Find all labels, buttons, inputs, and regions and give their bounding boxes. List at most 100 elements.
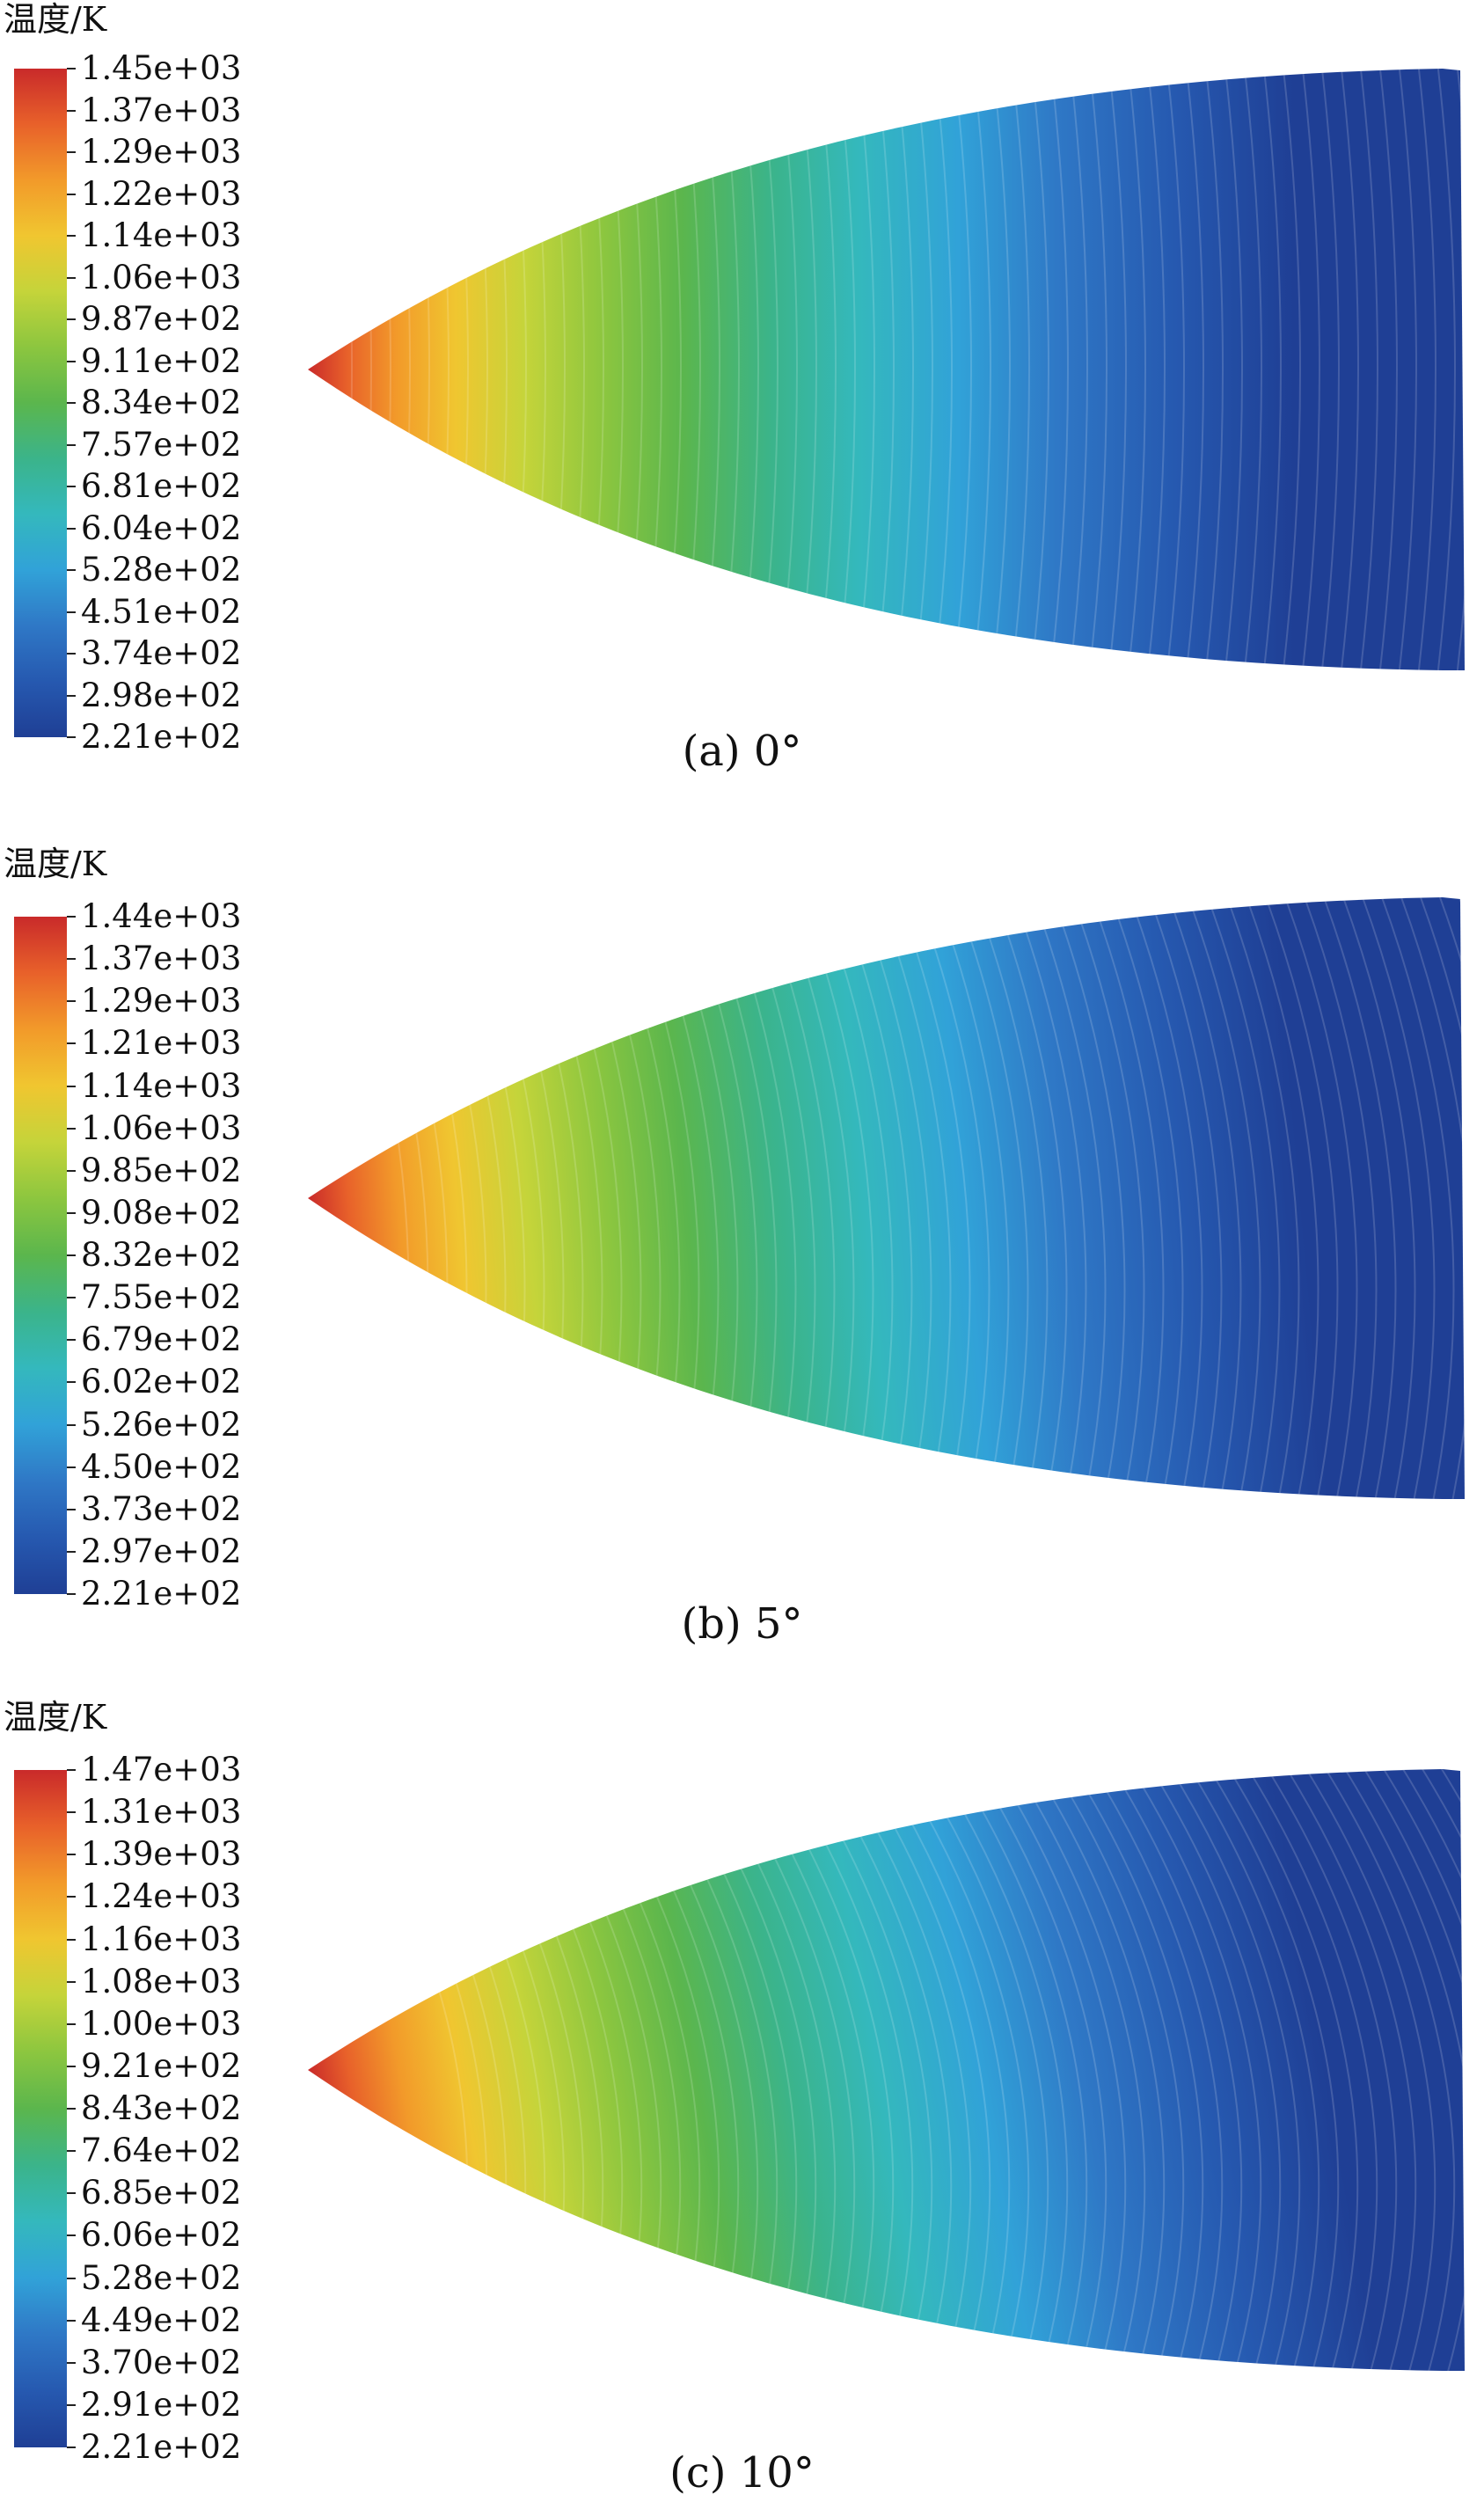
colorbar (14, 917, 67, 1594)
colorbar-tick-label: 1.14e+03 (81, 1066, 242, 1105)
colorbar-tick (67, 1896, 76, 1898)
colorbar-tick-label: 1.14e+03 (81, 216, 242, 254)
colorbar-tick-label: 1.24e+03 (81, 1877, 242, 1916)
ogive-body (308, 69, 1465, 670)
colorbar-tick (67, 2108, 76, 2110)
colorbar-tick (67, 1769, 76, 1771)
colorbar-tick-label: 9.87e+02 (81, 300, 242, 338)
colorbar-tick-label: 6.04e+02 (81, 508, 242, 547)
colorbar (14, 69, 67, 737)
legend-title: 温度/K (4, 0, 107, 39)
colorbar-tick-label: 1.39e+03 (81, 1835, 242, 1874)
colorbar-tick (67, 1211, 76, 1214)
colorbar-tick-label: 7.64e+02 (81, 2132, 242, 2170)
colorbar-tick-label: 1.06e+03 (81, 1108, 242, 1147)
colorbar (14, 1770, 67, 2447)
panel-b: 温度/K (b) 5° 1.44e+03 1.37e+03 1.29e+03 1.21… (0, 845, 1484, 1689)
colorbar-tick-label: 7.57e+02 (81, 425, 242, 464)
colorbar-tick-label: 1.16e+03 (81, 1920, 242, 1958)
colorbar-tick-label: 6.79e+02 (81, 1320, 242, 1359)
ogive-body (308, 897, 1465, 1499)
colorbar-tick (67, 1127, 76, 1130)
colorbar-tick-label: 1.31e+03 (81, 1793, 242, 1832)
colorbar-tick-label: 2.97e+02 (81, 1532, 242, 1570)
colorbar-tick-label: 1.00e+03 (81, 2004, 242, 2043)
colorbar-tick (67, 109, 76, 112)
colorbar-tick-label: 7.55e+02 (81, 1278, 242, 1317)
colorbar-tick (67, 2361, 76, 2364)
colorbar-tick (67, 1000, 76, 1003)
colorbar-tick (67, 1938, 76, 1941)
colorbar-tick (67, 653, 76, 655)
colorbar-tick-label: 4.49e+02 (81, 2300, 242, 2339)
panel-a: 温度/K (a) 0° 1.45e+03 1.37e+03 1.29e+03 1.22… (0, 0, 1484, 774)
colorbar-tick (67, 916, 76, 918)
colorbar-tick (67, 193, 76, 195)
colorbar-tick-label: 1.37e+03 (81, 91, 242, 129)
colorbar-tick-label: 6.06e+02 (81, 2216, 242, 2255)
colorbar-tick-label: 6.81e+02 (81, 467, 242, 505)
colorbar-tick-label: 6.85e+02 (81, 2174, 242, 2212)
colorbar-tick-label: 3.74e+02 (81, 634, 242, 672)
colorbar-tick (67, 1854, 76, 1856)
temperature-contour-plot (308, 897, 1465, 1499)
legend-title: 温度/K (4, 1698, 107, 1737)
colorbar-tick (67, 276, 76, 279)
colorbar-tick-label: 9.85e+02 (81, 1151, 242, 1189)
colorbar-tick-label: 1.29e+03 (81, 133, 242, 171)
colorbar-tick (67, 68, 76, 69)
colorbar-tick (67, 402, 76, 404)
colorbar-tick (67, 1423, 76, 1426)
colorbar-tick-label: 8.34e+02 (81, 384, 242, 421)
colorbar-tick (67, 486, 76, 487)
colorbar-tick-label: 3.73e+02 (81, 1489, 242, 1528)
colorbar-tick (67, 1254, 76, 1256)
colorbar-tick-label: 2.21e+02 (81, 2428, 242, 2466)
colorbar-tick (67, 1297, 76, 1299)
colorbar-tick (67, 360, 76, 362)
colorbar-tick (67, 1593, 76, 1595)
colorbar-tick (67, 1508, 76, 1510)
colorbar-tick (67, 2234, 76, 2237)
colorbar-tick (67, 736, 76, 738)
colorbar-tick-label: 1.22e+03 (81, 174, 242, 213)
colorbar-tick-label: 8.32e+02 (81, 1236, 242, 1274)
colorbar-tick (67, 1339, 76, 1342)
colorbar-tick (67, 1980, 76, 1983)
temperature-contour-plot (308, 1769, 1465, 2371)
colorbar-tick (67, 2192, 76, 2195)
colorbar-tick-label: 3.70e+02 (81, 2343, 242, 2381)
colorbar-tick-label: 9.08e+02 (81, 1193, 242, 1232)
colorbar-tick (67, 151, 76, 153)
panel-caption: (c) 10° (669, 2448, 815, 2498)
panel-caption: (b) 5° (681, 1599, 803, 1649)
colorbar-tick-label: 9.21e+02 (81, 2046, 242, 2085)
colorbar-tick-label: 2.98e+02 (81, 676, 242, 714)
panel-c: 温度/K (c) 10° 1.47e+03 1.31e+03 1.39e+03 1.2… (0, 1698, 1484, 2516)
colorbar-tick-label: 5.28e+02 (81, 551, 242, 589)
colorbar-tick-label: 1.45e+03 (81, 49, 242, 87)
colorbar-tick-label: 2.21e+02 (81, 718, 242, 756)
colorbar-tick-label: 4.51e+02 (81, 592, 242, 631)
colorbar-tick-label: 1.08e+03 (81, 1962, 242, 2000)
colorbar-tick (67, 2447, 76, 2448)
panel-caption: (a) 0° (682, 727, 802, 776)
colorbar-tick (67, 2277, 76, 2279)
colorbar-tick (67, 1466, 76, 1468)
colorbar-tick (67, 1169, 76, 1172)
colorbar-tick (67, 2319, 76, 2322)
colorbar-tick (67, 443, 76, 446)
colorbar-tick-label: 5.26e+02 (81, 1405, 242, 1444)
colorbar-tick (67, 2022, 76, 2025)
colorbar-tick (67, 1811, 76, 1814)
colorbar-tick-label: 6.02e+02 (81, 1363, 242, 1401)
colorbar-tick (67, 1042, 76, 1045)
colorbar-tick (67, 1085, 76, 1087)
colorbar-tick (67, 1550, 76, 1553)
colorbar-tick (67, 694, 76, 697)
colorbar-tick-label: 4.50e+02 (81, 1447, 242, 1486)
temperature-contour-plot (308, 69, 1465, 670)
colorbar-tick (67, 235, 76, 237)
colorbar-tick-label: 2.91e+02 (81, 2385, 242, 2424)
colorbar-tick (67, 2150, 76, 2153)
